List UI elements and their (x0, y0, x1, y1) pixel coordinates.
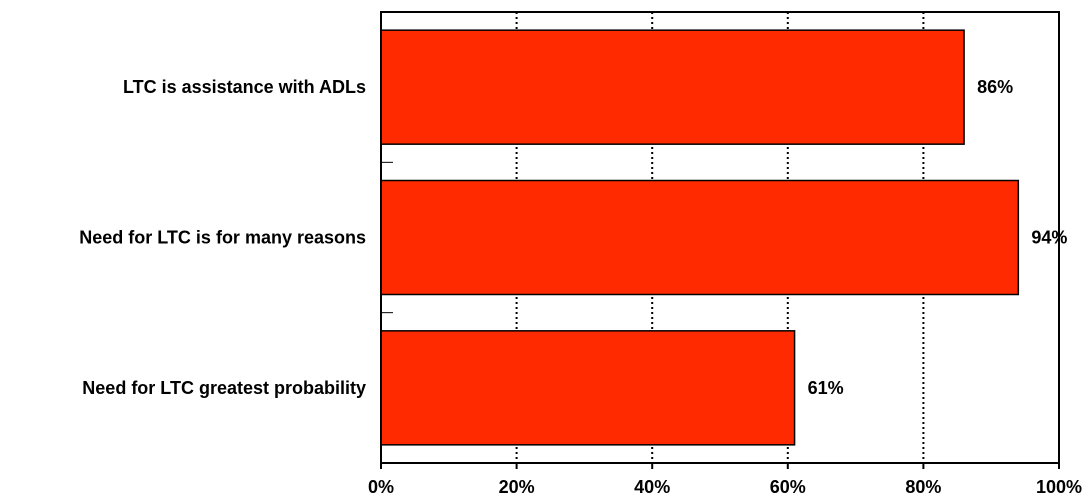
plot-frame-border (380, 11, 1060, 464)
category-label-1: LTC is assistance with ADLs (123, 77, 366, 97)
category-label-2: Need for LTC is for many reasons (79, 228, 366, 248)
x-tick-label-20: 20% (499, 477, 535, 497)
bars (380, 29, 1020, 446)
plot-frame (380, 11, 1060, 469)
x-tick-label-40: 40% (634, 477, 670, 497)
bar-3 (380, 330, 796, 446)
labels: LTC is assistance with ADLs 86% Need for L… (79, 77, 1082, 497)
category-label-3: Need for LTC greatest probability (82, 378, 366, 398)
x-tick-label-0: 0% (368, 477, 394, 497)
data-label-3: 61% (808, 378, 844, 398)
data-label-2: 94% (1031, 228, 1067, 248)
data-label-1: 86% (977, 77, 1013, 97)
x-tick-label-60: 60% (770, 477, 806, 497)
x-tick-label-100: 100% (1036, 477, 1082, 497)
x-tick-label-80: 80% (905, 477, 941, 497)
bar-2 (380, 179, 1020, 296)
bar-1 (380, 29, 965, 145)
